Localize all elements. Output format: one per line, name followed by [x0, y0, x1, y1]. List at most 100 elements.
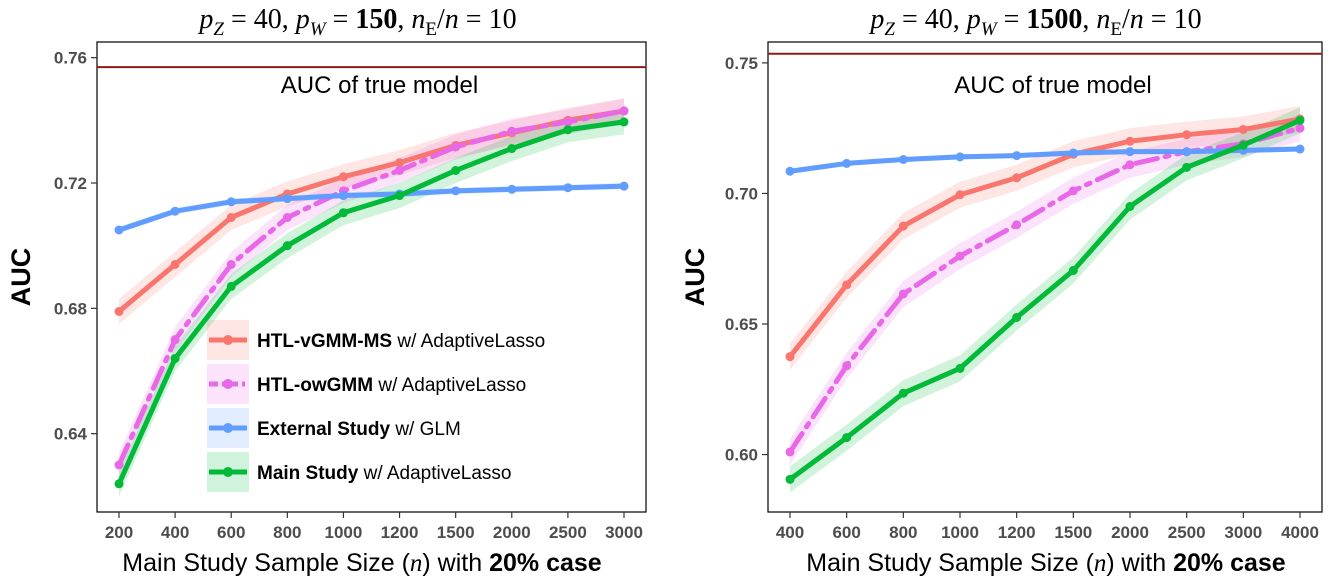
- data-point-main-study: [842, 433, 852, 443]
- x-axis-label-part: 20% case: [1173, 549, 1286, 577]
- legend-series-suffix: w/ AdaptiveLasso: [392, 331, 545, 352]
- data-point-main-study: [338, 208, 348, 218]
- legend-label-htl-vgmm-ms: HTL-vGMM-MS w/ AdaptiveLasso: [257, 331, 545, 352]
- title-part: p: [868, 4, 884, 35]
- x-tick-label: 3000: [1224, 523, 1262, 542]
- true-model-auc-label: AUC of true model: [954, 72, 1151, 99]
- title-part: ,: [1082, 4, 1096, 35]
- x-tick-label: 2500: [549, 523, 587, 542]
- data-point-external-study: [619, 181, 629, 191]
- title-part: W: [310, 19, 328, 40]
- data-point-htl-vgmm-ms: [1012, 173, 1022, 183]
- series-line-htl-owgmm: [116, 108, 627, 468]
- legend-label-htl-owgmm: HTL-owGMM w/ AdaptiveLasso: [257, 375, 526, 396]
- x-tick-label: 3000: [605, 523, 643, 542]
- data-point-external-study: [955, 152, 965, 162]
- data-point-main-study: [955, 363, 965, 373]
- y-tick-label: 0.70: [725, 184, 758, 203]
- data-point-main-study: [507, 144, 517, 154]
- data-point-htl-vgmm-ms: [842, 280, 852, 290]
- data-point-external-study: [1068, 148, 1078, 158]
- y-tick-label: 0.60: [725, 446, 758, 465]
- data-point-main-study: [1068, 265, 1078, 275]
- chart-panel-2: pZ = 40, pW = 1500, nE/n = 100.600.650.7…: [680, 4, 1323, 577]
- data-point-htl-owgmm: [955, 251, 965, 261]
- title-part: Z: [213, 19, 224, 40]
- y-tick-label: 0.72: [54, 174, 87, 193]
- legend-series-name: Main Study: [257, 463, 359, 484]
- data-point-external-study: [563, 183, 573, 193]
- true-model-auc-label: AUC of true model: [281, 72, 478, 99]
- data-point-main-study: [1238, 140, 1248, 150]
- y-tick-label: 0.65: [725, 315, 758, 334]
- data-point-htl-owgmm: [842, 361, 852, 371]
- data-point-main-study: [785, 474, 795, 484]
- title-part: /: [1122, 4, 1130, 35]
- series-line-external-study: [787, 146, 1303, 174]
- x-tick-label: 600: [832, 523, 860, 542]
- data-point-external-study: [282, 194, 292, 204]
- data-point-main-study: [451, 165, 461, 175]
- data-point-external-study: [1012, 151, 1022, 161]
- x-axis-label: Main Study Sample Size (n) with 20% case: [122, 549, 602, 577]
- legend: HTL-vGMM-MS w/ AdaptiveLasso HTL-owGMM w/…: [207, 320, 545, 492]
- data-point-htl-vgmm-ms: [170, 259, 180, 269]
- data-point-htl-owgmm: [507, 126, 517, 136]
- data-point-htl-vgmm-ms: [898, 221, 908, 231]
- data-point-htl-vgmm-ms: [1238, 124, 1248, 134]
- y-tick-label: 0.68: [54, 299, 87, 318]
- data-point-htl-owgmm: [1125, 160, 1135, 170]
- title-part: n: [411, 4, 425, 35]
- title-part: =: [326, 4, 356, 35]
- x-axis-label-part: Main Study Sample Size (: [122, 549, 410, 577]
- data-point-htl-vgmm-ms: [395, 158, 405, 168]
- legend-label-main-study: Main Study w/ AdaptiveLasso: [257, 463, 512, 484]
- chart-panel-1: pZ = 40, pW = 150, nE/n = 100.640.680.72…: [6, 4, 647, 577]
- title-part: Z: [884, 19, 895, 40]
- x-axis-label: Main Study Sample Size (n) with 20% case: [806, 549, 1286, 577]
- data-point-htl-owgmm: [114, 460, 124, 470]
- series-line-htl-owgmm: [787, 125, 1303, 455]
- data-point-htl-vgmm-ms: [114, 306, 124, 316]
- x-tick-label: 400: [161, 523, 189, 542]
- legend-point: [223, 423, 233, 433]
- title-part: = 40,: [224, 4, 296, 35]
- x-tick-label: 400: [776, 523, 804, 542]
- series-line-external-study: [116, 183, 627, 233]
- title-part: =: [997, 4, 1027, 35]
- x-axis-label-part: n: [410, 550, 423, 577]
- data-point-main-study: [226, 281, 236, 291]
- data-point-htl-owgmm: [395, 165, 405, 175]
- y-axis-label: AUC: [6, 248, 36, 307]
- y-tick-label: 0.75: [725, 54, 758, 73]
- data-point-external-study: [338, 191, 348, 201]
- chart-title: pZ = 40, pW = 1500, nE/n = 10: [868, 4, 1201, 40]
- data-point-htl-vgmm-ms: [338, 172, 348, 182]
- x-tick-label: 800: [889, 523, 917, 542]
- data-point-htl-owgmm: [170, 335, 180, 345]
- x-tick-label: 1200: [998, 523, 1036, 542]
- data-point-main-study: [1182, 162, 1192, 172]
- data-point-htl-vgmm-ms: [1125, 136, 1135, 146]
- x-axis-label-part: ) with: [1106, 549, 1173, 577]
- x-tick-label: 800: [273, 523, 301, 542]
- x-axis-label-part: Main Study Sample Size (: [806, 549, 1094, 577]
- data-point-external-study: [170, 206, 180, 216]
- title-part: = 40,: [895, 4, 967, 35]
- title-part: 150: [355, 4, 397, 35]
- x-tick-label: 1000: [325, 523, 363, 542]
- legend-series-name: HTL-owGMM: [257, 375, 373, 396]
- legend-series-suffix: w/ AdaptiveLasso: [373, 375, 526, 396]
- data-point-main-study: [395, 191, 405, 201]
- data-point-htl-owgmm: [226, 259, 236, 269]
- series-line-main-study: [116, 119, 627, 487]
- data-point-external-study: [507, 184, 517, 194]
- data-point-external-study: [842, 158, 852, 168]
- x-tick-label: 2000: [493, 523, 531, 542]
- data-point-htl-owgmm: [282, 212, 292, 222]
- series-line-main-study: [787, 117, 1303, 482]
- x-tick-label: 2000: [1111, 523, 1149, 542]
- title-part: W: [981, 19, 999, 40]
